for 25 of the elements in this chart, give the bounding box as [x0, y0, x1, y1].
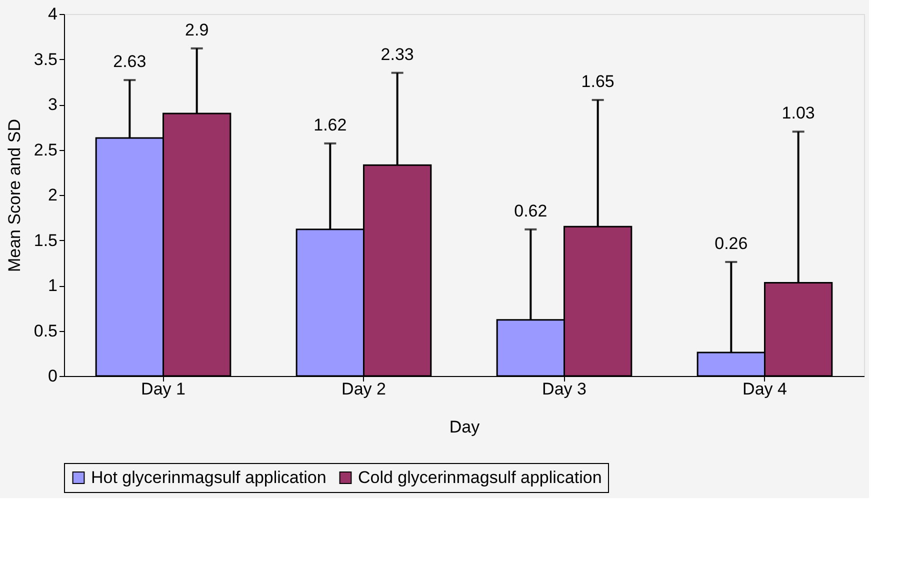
y-tick-label: 0	[48, 366, 58, 386]
legend-label: Hot glycerinmagsulf application	[91, 468, 326, 487]
y-tick-label: 4	[48, 4, 58, 24]
x-tick-label: Day 4	[742, 380, 787, 398]
x-tick-label: Day 3	[542, 380, 586, 398]
y-tick-label: 3	[48, 95, 58, 114]
annotation: 2.33	[380, 44, 414, 64]
annotation: 1.65	[581, 72, 614, 91]
annotation: 2.63	[113, 52, 146, 72]
x-tick-label: Day 1	[141, 380, 186, 398]
annotation: 0.62	[514, 201, 548, 220]
y-axis-title: Mean Score and SD	[4, 118, 24, 272]
y-tick-label: 3.5	[34, 50, 58, 69]
y-tick-label: 0.5	[34, 321, 58, 340]
annotation: 1.62	[314, 115, 347, 134]
y-tick-label: 1.5	[34, 230, 58, 250]
annotation: 2.9	[185, 20, 209, 40]
x-tick-label: Day 2	[342, 380, 386, 398]
y-tick-label: 2.5	[34, 140, 58, 160]
legend-label: Cold glycerinmagsulf application	[358, 468, 602, 487]
annotation: 1.03	[782, 104, 815, 123]
annotation: 0.26	[714, 234, 748, 253]
x-axis-title: Day	[449, 418, 480, 436]
y-tick-label: 2	[48, 186, 58, 204]
y-tick-label: 1	[48, 276, 58, 295]
